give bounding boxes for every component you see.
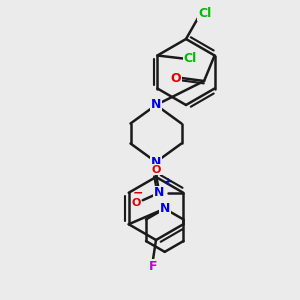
Text: −: − xyxy=(132,187,143,200)
Text: O: O xyxy=(170,71,181,85)
Text: N: N xyxy=(154,186,164,199)
Text: N: N xyxy=(151,98,161,112)
Text: N: N xyxy=(151,155,161,169)
Text: N: N xyxy=(160,202,170,215)
Text: +: + xyxy=(164,177,172,187)
Text: Cl: Cl xyxy=(198,7,211,20)
Text: Cl: Cl xyxy=(184,52,197,65)
Text: O: O xyxy=(131,198,141,208)
Text: O: O xyxy=(152,165,161,175)
Text: F: F xyxy=(149,260,157,273)
